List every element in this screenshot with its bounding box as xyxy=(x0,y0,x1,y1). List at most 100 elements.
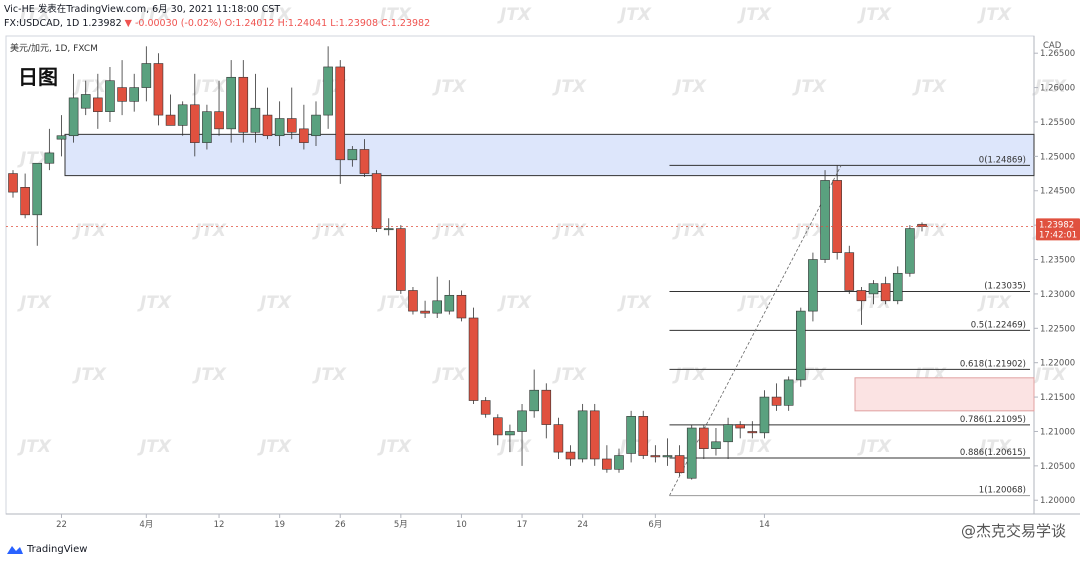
candle[interactable] xyxy=(56,115,67,157)
candle[interactable] xyxy=(492,414,503,446)
candle[interactable] xyxy=(686,424,697,480)
candle[interactable] xyxy=(456,290,467,322)
candle[interactable] xyxy=(480,397,491,418)
candle[interactable] xyxy=(771,383,782,411)
candle[interactable] xyxy=(553,417,564,459)
jtx-watermark: JTX xyxy=(432,221,467,241)
candle[interactable] xyxy=(177,101,188,136)
candle[interactable] xyxy=(20,173,30,219)
candle[interactable] xyxy=(880,276,891,305)
candle[interactable] xyxy=(614,448,624,473)
candle[interactable] xyxy=(299,104,309,150)
candle[interactable] xyxy=(93,73,103,129)
candle-body xyxy=(383,228,394,231)
candle[interactable] xyxy=(638,410,649,459)
candle[interactable] xyxy=(117,60,127,116)
candle[interactable] xyxy=(383,218,394,236)
candle[interactable] xyxy=(589,403,600,466)
candle[interactable] xyxy=(408,287,418,315)
candle[interactable] xyxy=(432,276,443,318)
candle[interactable] xyxy=(141,46,152,102)
candle[interactable] xyxy=(759,390,770,439)
candle[interactable] xyxy=(274,101,285,147)
tradingview-logo[interactable]: TradingView xyxy=(6,544,87,555)
chart-grid xyxy=(5,35,1080,515)
candle[interactable] xyxy=(396,225,406,294)
candle[interactable] xyxy=(565,445,576,466)
candle[interactable] xyxy=(129,73,139,112)
candle[interactable] xyxy=(795,307,806,387)
candle[interactable] xyxy=(105,66,115,122)
candle[interactable] xyxy=(335,60,346,184)
candle-body xyxy=(686,427,697,479)
candle-body xyxy=(480,400,491,415)
chart-title: 日图 xyxy=(18,65,58,89)
candle[interactable] xyxy=(262,87,273,140)
candle[interactable] xyxy=(250,73,261,143)
price-chart[interactable]: JTX JTX JTX JTX JTX JTX JTX JTX JTX JTX JTX JTX JTX J… xyxy=(0,0,1080,540)
candle[interactable] xyxy=(468,307,479,404)
candle[interactable] xyxy=(541,383,552,439)
candle[interactable] xyxy=(662,438,673,466)
candle[interactable] xyxy=(723,417,733,459)
candle[interactable] xyxy=(153,53,164,126)
candle[interactable] xyxy=(626,410,636,463)
candle[interactable] xyxy=(892,266,903,305)
candle[interactable] xyxy=(371,170,382,233)
candle[interactable] xyxy=(165,94,176,126)
candle-body xyxy=(711,441,721,449)
candle-body xyxy=(250,107,261,133)
candle[interactable] xyxy=(359,139,370,177)
candle[interactable] xyxy=(650,445,661,463)
candle[interactable] xyxy=(68,73,79,143)
candle[interactable] xyxy=(868,280,879,305)
time-axis[interactable]: 22 4月 12 19 26 5月 10 17 24 6月 14 xyxy=(56,514,770,530)
candle[interactable] xyxy=(844,245,855,294)
candle-body xyxy=(202,111,212,143)
candle[interactable] xyxy=(44,128,55,171)
candle[interactable] xyxy=(32,162,43,246)
fib-level-label: 0.5(1.22469) xyxy=(971,320,1026,330)
candle[interactable] xyxy=(820,170,830,263)
candle[interactable] xyxy=(444,280,455,315)
candle[interactable] xyxy=(347,146,358,167)
candle[interactable] xyxy=(711,428,721,456)
candle[interactable] xyxy=(747,421,758,439)
price-tick-label: 1.22500 xyxy=(1040,324,1075,334)
candle[interactable] xyxy=(8,170,18,198)
candle[interactable] xyxy=(226,60,236,143)
candle-body xyxy=(699,427,709,449)
candle[interactable] xyxy=(808,252,818,322)
candle[interactable] xyxy=(80,80,91,116)
candle[interactable] xyxy=(420,300,430,318)
candle[interactable] xyxy=(783,376,794,411)
candle[interactable] xyxy=(286,87,297,140)
candle[interactable] xyxy=(529,369,539,418)
candle[interactable] xyxy=(735,421,746,439)
price-axis[interactable]: 1.20000 1.20500 1.21000 1.21500 1.22000 1.225… xyxy=(1034,49,1080,506)
candle[interactable] xyxy=(832,165,842,260)
candle[interactable] xyxy=(214,80,224,136)
candle[interactable] xyxy=(905,225,915,277)
candle[interactable] xyxy=(202,104,212,150)
candle[interactable] xyxy=(699,424,709,459)
candle[interactable] xyxy=(238,60,249,143)
time-tick-label: 10 xyxy=(456,520,467,530)
candle[interactable] xyxy=(602,445,612,473)
candles-layer[interactable] xyxy=(6,46,1034,480)
jtx-watermark: JTX xyxy=(192,221,227,241)
candle[interactable] xyxy=(311,101,321,147)
candle[interactable] xyxy=(674,445,685,477)
candle[interactable] xyxy=(505,424,515,453)
candle-body xyxy=(323,66,333,116)
candle[interactable] xyxy=(856,287,867,325)
jtx-watermark: JTX xyxy=(377,5,412,25)
candle-body xyxy=(420,310,430,314)
candle[interactable] xyxy=(190,73,200,157)
candle[interactable] xyxy=(517,403,527,466)
candle-body xyxy=(820,180,830,260)
jtx-watermark: JTX xyxy=(432,77,467,97)
candle[interactable] xyxy=(577,403,588,463)
candle[interactable] xyxy=(323,46,333,129)
candle-body xyxy=(262,114,273,137)
